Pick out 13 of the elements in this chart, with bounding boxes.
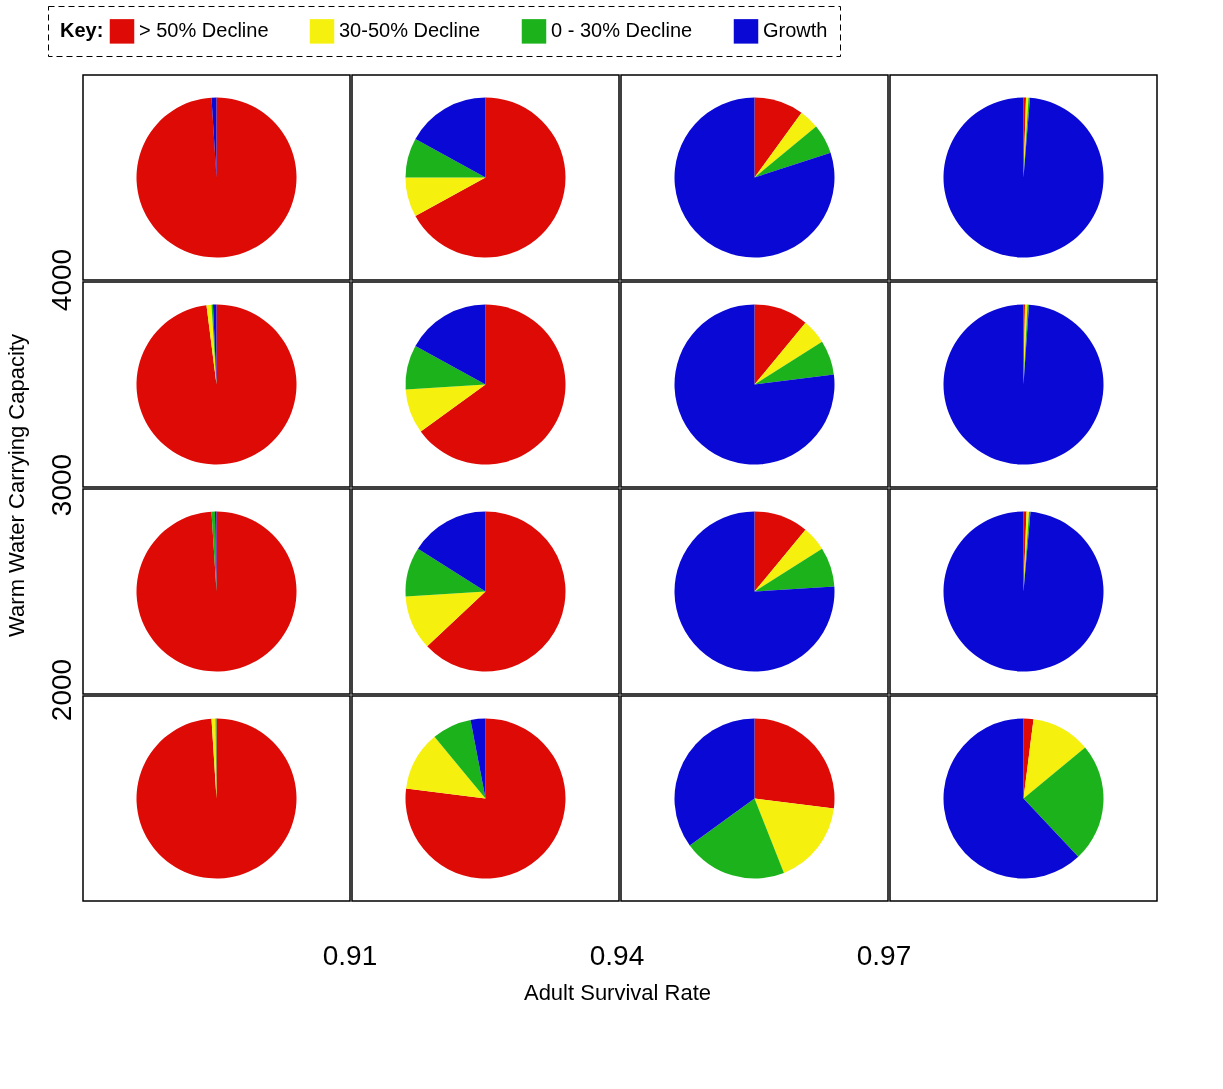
text: Warm Water Carrying Capacity — [3, 334, 29, 637]
text: 2000 — [46, 658, 77, 722]
text: 0.94 — [589, 940, 645, 971]
legend-label: Growth — [763, 19, 828, 42]
legend-label: > 50% Decline — [139, 19, 269, 42]
text: 0.97 — [856, 940, 912, 971]
text: 3000 — [46, 453, 77, 517]
legend-label: 30-50% Decline — [339, 19, 481, 42]
text: 4000 — [46, 248, 77, 312]
text: Adult Survival Rate — [523, 979, 712, 1005]
legend-label: 0 - 30% Decline — [551, 19, 693, 42]
legend-title: Key: — [60, 19, 104, 41]
text: 0.91 — [322, 940, 378, 971]
